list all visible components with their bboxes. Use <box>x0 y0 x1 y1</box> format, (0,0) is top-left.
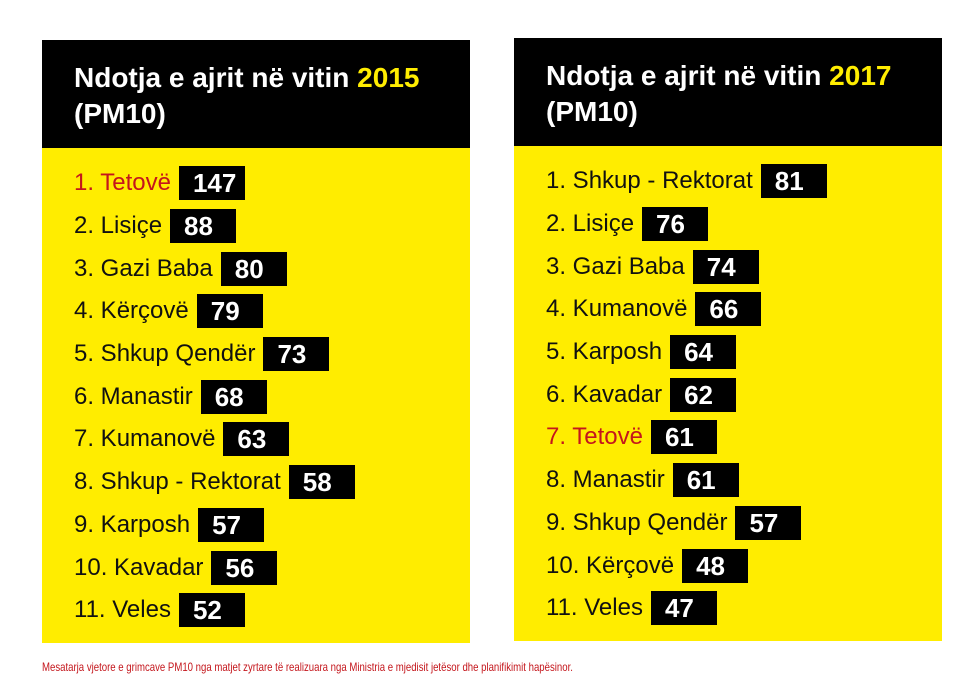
pm10-value: 81 <box>760 164 827 199</box>
panel-header: Ndotja e ajrit në vitin 2015 (PM10) <box>42 40 470 148</box>
ranking-row: 3. Gazi Baba 74 <box>546 245 827 288</box>
pm10-value: 57 <box>198 507 265 542</box>
ranking-row: 8. Shkup - Rektorat 58 <box>74 461 355 504</box>
city-label: 5. Shkup Qendër <box>74 340 256 368</box>
ranking-row: 10. Kërçovë 48 <box>546 544 827 587</box>
pm10-value: 62 <box>670 377 737 412</box>
ranking-row: 8. Manastir 61 <box>546 459 827 502</box>
title-text: Ndotja e ajrit në vitin <box>74 62 350 93</box>
pm10-value: 68 <box>200 379 267 414</box>
ranking-row: 6. Kavadar 62 <box>546 373 827 416</box>
city-label: 8. Manastir <box>546 466 665 494</box>
ranking-row: 10. Kavadar 56 <box>74 546 355 589</box>
city-label: 2. Lisiçe <box>74 212 163 240</box>
pm10-value: 76 <box>642 207 709 242</box>
pm10-value: 58 <box>288 465 355 500</box>
city-label: 5. Karposh <box>546 338 663 366</box>
city-label: 3. Gazi Baba <box>74 254 213 282</box>
pm10-value: 64 <box>670 335 737 370</box>
pm10-value: 57 <box>735 505 802 540</box>
ranking-row: 1. Tetovë 147 <box>74 162 355 205</box>
panel-header: Ndotja e ajrit në vitin 2017 (PM10) <box>514 38 942 146</box>
pm10-value: 61 <box>672 463 739 498</box>
city-label: 7. Kumanovë <box>74 425 216 453</box>
ranking-row: 5. Karposh 64 <box>546 331 827 374</box>
pm10-value: 48 <box>682 548 749 583</box>
ranking-row: 4. Kërçovë 79 <box>74 290 355 333</box>
city-label: 11. Veles <box>74 596 171 624</box>
ranking-row: 4. Kumanovë 66 <box>546 288 827 331</box>
footnote: Mesatarja vjetore e grimcave PM10 nga ma… <box>42 660 573 674</box>
city-label: 9. Shkup Qendër <box>546 508 728 536</box>
city-label: 4. Kërçovë <box>74 297 189 325</box>
city-label: 10. Kërçovë <box>546 551 675 579</box>
ranking-row: 11. Veles 47 <box>546 587 827 630</box>
city-label: 1. Shkup - Rektorat <box>546 167 753 195</box>
city-label: 2. Lisiçe <box>546 210 635 238</box>
pm10-value: 63 <box>223 422 290 457</box>
pm10-value: 79 <box>196 294 263 329</box>
pm10-value: 147 <box>178 166 245 201</box>
ranking-row: 2. Lisiçe 88 <box>74 205 355 248</box>
city-label: 9. Karposh <box>74 510 191 538</box>
ranking-list: 1. Shkup - Rektorat 81 2. Lisiçe 76 3. Gazi … <box>546 160 827 630</box>
ranking-row: 5. Shkup Qendër 73 <box>74 333 355 376</box>
city-label: 7. Tetovë <box>546 423 643 451</box>
city-label: 11. Veles <box>546 594 643 622</box>
title-text: Ndotja e ajrit në vitin <box>546 60 822 91</box>
pm10-value: 88 <box>170 209 237 244</box>
title-unit: (PM10) <box>74 98 166 129</box>
panel-2017: Ndotja e ajrit në vitin 2017 (PM10) 1. S… <box>514 38 942 641</box>
pm10-value: 73 <box>263 337 330 372</box>
city-label: 6. Manastir <box>74 382 193 410</box>
ranking-row: 7. Kumanovë 63 <box>74 418 355 461</box>
city-label: 10. Kavadar <box>74 553 204 581</box>
city-label: 3. Gazi Baba <box>546 252 685 280</box>
pm10-value: 47 <box>650 591 717 626</box>
pm10-value: 52 <box>178 593 245 628</box>
title-unit: (PM10) <box>546 96 638 127</box>
ranking-row: 1. Shkup - Rektorat 81 <box>546 160 827 203</box>
ranking-row: 2. Lisiçe 76 <box>546 203 827 246</box>
ranking-row: 9. Shkup Qendër 57 <box>546 502 827 545</box>
pm10-value: 74 <box>692 249 759 284</box>
pm10-value: 66 <box>695 292 762 327</box>
ranking-row: 7. Tetovë 61 <box>546 416 827 459</box>
pm10-value: 80 <box>220 251 287 286</box>
ranking-list: 1. Tetovë 147 2. Lisiçe 88 3. Gazi Baba 80 4. … <box>74 162 355 632</box>
pm10-value: 61 <box>650 420 717 455</box>
ranking-row: 6. Manastir 68 <box>74 375 355 418</box>
title-year: 2015 <box>357 62 420 93</box>
city-label: 6. Kavadar <box>546 380 663 408</box>
panel-2015: Ndotja e ajrit në vitin 2015 (PM10) 1. T… <box>42 40 470 643</box>
city-label: 1. Tetovë <box>74 169 171 197</box>
ranking-row: 11. Veles 52 <box>74 589 355 632</box>
city-label: 4. Kumanovë <box>546 295 688 323</box>
city-label: 8. Shkup - Rektorat <box>74 468 281 496</box>
pm10-value: 56 <box>211 550 278 585</box>
ranking-row: 3. Gazi Baba 80 <box>74 247 355 290</box>
ranking-row: 9. Karposh 57 <box>74 504 355 547</box>
title-year: 2017 <box>829 60 892 91</box>
